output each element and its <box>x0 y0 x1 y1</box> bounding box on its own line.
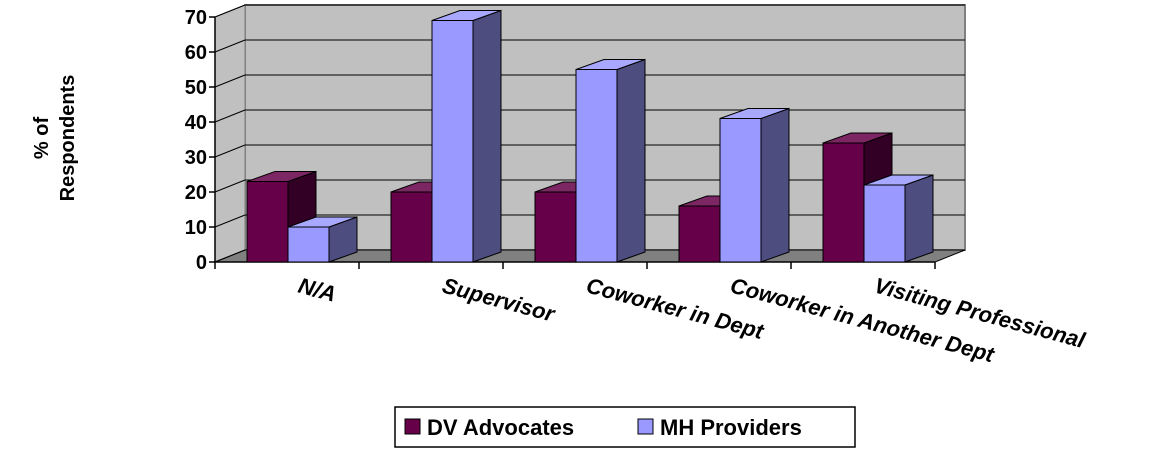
bar-side <box>616 58 646 263</box>
bar-front <box>390 191 433 263</box>
y-tick-label: 30 <box>185 147 207 169</box>
grid-line <box>214 249 246 263</box>
bar-side <box>904 174 934 263</box>
bar <box>287 216 358 263</box>
y-tick-label: 10 <box>185 217 207 239</box>
x-tick-label: N/A <box>296 273 339 307</box>
legend-box <box>394 406 856 448</box>
grid-line <box>214 179 246 193</box>
grid-line <box>214 74 246 88</box>
bar-front <box>678 205 721 263</box>
y-tick-label: 0 <box>196 252 207 274</box>
bar <box>431 9 502 263</box>
y-axis-label: % of <box>31 117 53 160</box>
legend-swatch <box>637 418 654 435</box>
bar-front <box>575 69 618 263</box>
bar-front <box>719 118 762 263</box>
bar-front <box>431 20 474 263</box>
grid-line <box>214 4 246 18</box>
y-tick-label: 20 <box>185 182 207 204</box>
grid-line <box>214 214 246 228</box>
legend-label: DV Advocates <box>427 415 574 440</box>
legend-label: MH Providers <box>660 415 802 440</box>
x-tick-label: Supervisor <box>440 273 559 327</box>
bar-front <box>822 142 865 263</box>
bar-front <box>287 226 330 263</box>
bar-front <box>534 191 577 263</box>
bar <box>575 58 646 263</box>
bar <box>719 107 790 263</box>
bar <box>863 174 934 263</box>
legend-swatch <box>404 418 421 435</box>
bar-side <box>472 9 502 263</box>
x-tick-label: Coworker in Another Dept <box>728 273 999 368</box>
y-tick-label: 40 <box>185 112 207 134</box>
y-tick-label: 60 <box>185 42 207 64</box>
grid-line <box>214 144 246 158</box>
bar-front <box>246 181 289 263</box>
side-wall <box>214 4 246 263</box>
y-axis-label: Respondents <box>57 75 79 202</box>
bar-front <box>863 184 906 263</box>
bar-side <box>760 107 790 263</box>
grid-line <box>214 39 246 53</box>
y-tick-label: 70 <box>185 7 207 29</box>
grid-line <box>214 109 246 123</box>
y-tick-label: 50 <box>185 77 207 99</box>
